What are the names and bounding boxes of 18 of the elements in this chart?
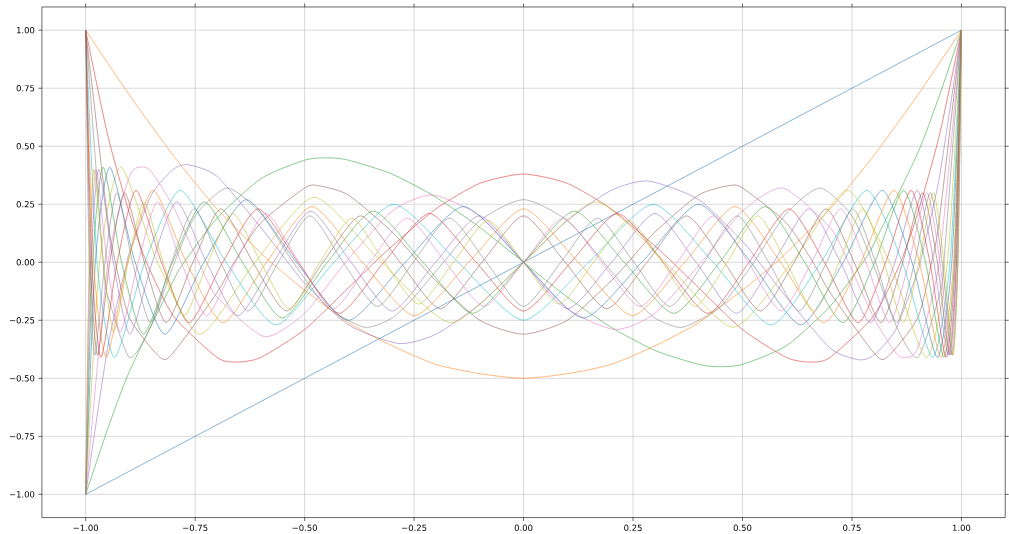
y-tick-label: 0.25 xyxy=(16,200,35,208)
x-tick-label: 0.00 xyxy=(514,524,533,531)
x-tick-label: −0.75 xyxy=(183,524,208,531)
x-tick-label: −1.00 xyxy=(73,524,99,531)
x-tick-label: −0.50 xyxy=(292,524,317,531)
y-tick-label: 0.75 xyxy=(16,84,35,92)
x-tick-label: 0.25 xyxy=(624,524,642,531)
x-tick-label: −0.25 xyxy=(402,524,427,531)
x-tick-label: 1.00 xyxy=(952,524,971,531)
y-tick-label: −0.75 xyxy=(9,433,35,440)
y-tick-label: −0.50 xyxy=(9,375,35,382)
x-tick-label: 0.75 xyxy=(843,524,861,531)
y-tick-label: −0.25 xyxy=(9,316,35,324)
x-tick-label: 0.50 xyxy=(733,524,752,531)
y-tick-label: 0.50 xyxy=(16,142,35,150)
y-tick-label: 0.00 xyxy=(16,258,35,266)
y-tick-label: 1.00 xyxy=(17,26,35,34)
y-tick-label: −1.00 xyxy=(9,491,35,498)
